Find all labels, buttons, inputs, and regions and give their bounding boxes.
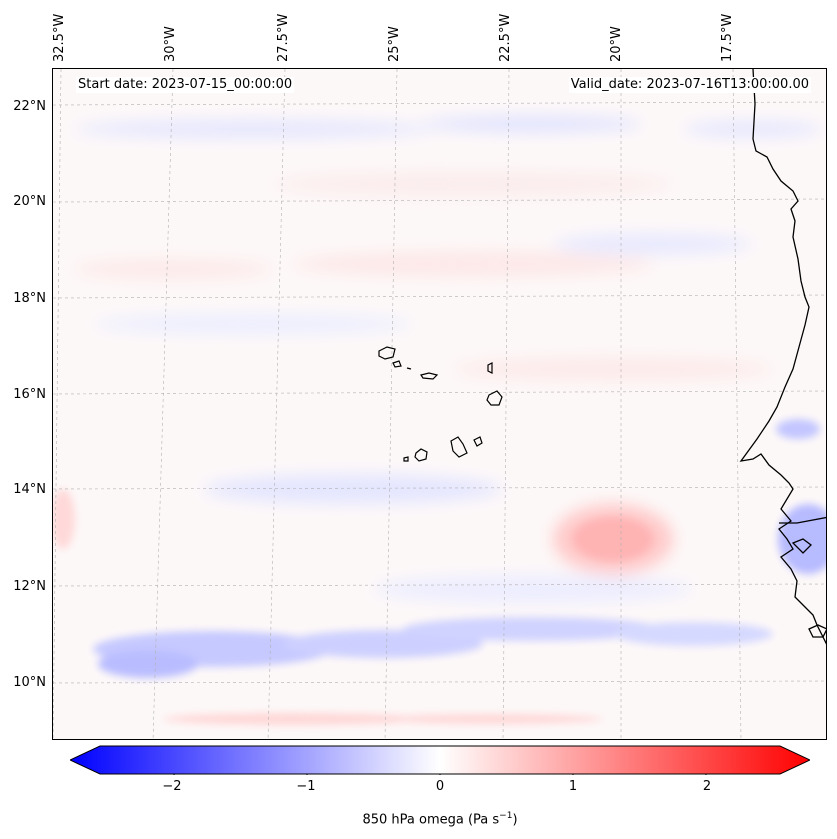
lon-label-20w: 20°W (609, 26, 624, 62)
lon-label-22-5w: 22.5°W (498, 13, 513, 62)
colorbar-title-end: ) (512, 812, 518, 828)
lon-label-25w: 25°W (387, 26, 402, 62)
map-canvas (53, 69, 826, 739)
colorbar-tick-2: 2 (702, 779, 712, 794)
omega-map (52, 68, 827, 740)
start-date-label: Start date: 2023-07-15_00:00:00 (76, 77, 295, 93)
colorbar-title-main: 850 hPa omega (Pa s (362, 812, 500, 828)
lat-label-10n: 10°N (13, 675, 46, 690)
lat-label-18n: 18°N (13, 291, 46, 306)
africa-coastline (739, 69, 826, 645)
lon-label-17-5w: 17.5°W (720, 13, 735, 62)
lon-label-27-5w: 27.5°W (276, 13, 291, 62)
colorbar-tick-minus2: −2 (162, 779, 182, 794)
lat-label-20n: 20°N (13, 194, 46, 209)
lat-label-12n: 12°N (13, 579, 46, 594)
colorbar-title-unit-exponent: −1 (499, 811, 513, 821)
lat-label-22n: 22°N (13, 99, 46, 114)
colorbar-ticks (173, 774, 707, 775)
colorbar-tick-minus1: −1 (296, 779, 316, 794)
omega-field (53, 116, 826, 725)
lat-label-16n: 16°N (13, 387, 46, 402)
graticule (53, 69, 826, 739)
colorbar-bar (70, 745, 810, 775)
colorbar-tick-0: 0 (435, 779, 445, 794)
valid-date-label: Valid_date: 2023-07-16T13:00:00.00 (568, 77, 811, 93)
colorbar-tick-1: 1 (568, 779, 578, 794)
lon-label-30w: 30°W (163, 26, 178, 62)
colorbar-title: 850 hPa omega (Pa s−1) (0, 808, 837, 828)
lat-label-14n: 14°N (13, 482, 46, 497)
lon-label-32-5w: 32.5°W (52, 13, 67, 62)
colorbar (70, 745, 810, 775)
cape-verde-islands (378, 346, 503, 462)
